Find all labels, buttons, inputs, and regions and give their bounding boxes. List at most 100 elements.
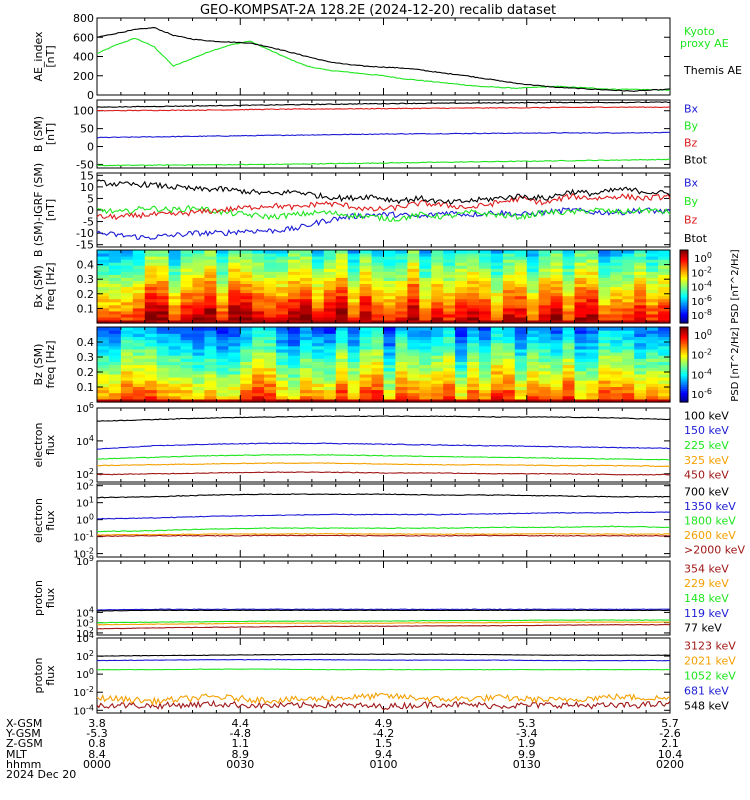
spectrogram-cell (216, 292, 229, 297)
spectrogram-cell (538, 271, 552, 275)
spectrogram-cell (347, 398, 361, 403)
spectrogram-cell (97, 295, 110, 300)
spectrogram-cell (216, 352, 229, 356)
spectrogram-cell (634, 286, 647, 291)
spectrogram-cell (538, 265, 552, 269)
spectrogram-cell (586, 348, 599, 353)
spectrogram-cell (240, 295, 253, 300)
spectrogram-cell (180, 342, 194, 347)
spectrogram-cell (97, 268, 110, 272)
y-tick-label: -15 (76, 239, 94, 252)
spectrogram-cell (574, 383, 587, 387)
spectrogram-cell (514, 392, 528, 397)
spectrogram-cell (216, 330, 229, 334)
spectrogram-cell (479, 283, 492, 288)
spectrogram-cell (276, 342, 289, 347)
spectrogram-cell (490, 310, 504, 315)
spectrogram-cell (120, 342, 134, 347)
spectrogram-cell (335, 277, 349, 281)
spectrogram-cell (467, 316, 480, 321)
colorbar-segment (680, 304, 688, 308)
spectrogram-cell (240, 336, 253, 341)
spectrogram-cell (455, 265, 468, 269)
spectrogram-cell (550, 330, 564, 334)
spectrogram-cell (455, 345, 468, 350)
spectrogram-cell (514, 348, 528, 353)
spectrogram-cell (610, 307, 623, 312)
spectrogram-cell (514, 320, 528, 324)
spectrogram-cell (502, 358, 516, 362)
spectrogram-cell (252, 313, 265, 318)
spectrogram-cell (204, 330, 217, 334)
spectrogram-cell (514, 253, 528, 257)
spectrogram-cell (586, 301, 599, 306)
spectrogram-cell (252, 292, 265, 297)
spectrogram-cell (646, 274, 659, 278)
spectrogram-cell (299, 274, 313, 278)
spectrogram-cell (419, 364, 432, 369)
spectrogram-cell (550, 271, 564, 275)
spectrogram-cell (371, 330, 385, 334)
spectrogram-cell (371, 320, 385, 324)
spectrogram-cell (443, 301, 456, 306)
spectrogram-cell (658, 265, 671, 269)
spectrogram-cell (431, 277, 444, 281)
spectrogram-cell (252, 283, 265, 288)
spectrogram-cell (586, 364, 599, 369)
colorbar-segment (680, 396, 688, 399)
colorbar-segment (680, 293, 688, 297)
spectrogram-cell (323, 320, 337, 324)
spectrogram-cell (562, 265, 576, 269)
spectrogram-cell (550, 292, 564, 297)
spectrogram-cell (419, 262, 432, 266)
legend-entry: 2021 keV (684, 655, 736, 668)
spectrogram-cell (323, 367, 337, 372)
spectrogram-cell (335, 339, 349, 344)
spectrogram-cell (132, 304, 146, 309)
y-tick-label: 0.3 (77, 273, 95, 286)
spectrogram-cell (276, 280, 289, 284)
colorbar-segment (680, 273, 688, 277)
spectrogram-cell (228, 333, 241, 337)
spectrogram-cell (658, 295, 671, 300)
colorbar-segment (680, 310, 688, 313)
spectrogram-cell (288, 301, 301, 306)
spectrogram-cell (407, 250, 420, 254)
spectrogram-cell (574, 377, 587, 381)
spectrogram-cell (622, 265, 635, 269)
spectrogram-cell (514, 342, 528, 347)
spectrogram-cell (622, 253, 635, 257)
spectrogram-cell (431, 339, 444, 344)
spectrogram-cell (240, 320, 253, 324)
spectrogram-cell (443, 370, 456, 375)
spectrogram-cell (144, 389, 158, 394)
spectrogram-cell (395, 253, 408, 257)
spectrogram-cell (228, 367, 241, 372)
spectrogram-cell (192, 392, 205, 397)
spectrogram-cell (97, 367, 110, 372)
ephemeris-value: 0130 (513, 758, 541, 771)
ae-series-line (96, 37, 671, 91)
spectrogram-cell (634, 373, 647, 378)
spectrogram-cell (108, 253, 122, 257)
spectrogram-cell (371, 271, 385, 275)
spectrogram-cell (311, 286, 325, 291)
spectrogram-cell (467, 348, 480, 353)
spectrogram-cell (347, 361, 361, 366)
spectrogram-cell (562, 370, 576, 375)
spectrogram-cell (502, 280, 516, 284)
y-tick-label: 400 (73, 51, 94, 64)
ephemeris-value: 0100 (370, 758, 398, 771)
spectrogram-cell (323, 259, 337, 263)
spectrogram-cell (431, 392, 444, 397)
spectrogram-cell (550, 274, 564, 278)
spectrogram-cell (574, 262, 587, 266)
spectrogram-cell (359, 348, 373, 353)
spectrogram-cell (383, 392, 396, 397)
spectrogram-cell (419, 286, 432, 291)
spectrogram-cell (395, 361, 408, 366)
spectrogram-cell (550, 342, 564, 347)
spectrogram-cell (299, 301, 313, 306)
spectrogram-cell (479, 348, 492, 353)
spectrogram-cell (132, 336, 146, 341)
